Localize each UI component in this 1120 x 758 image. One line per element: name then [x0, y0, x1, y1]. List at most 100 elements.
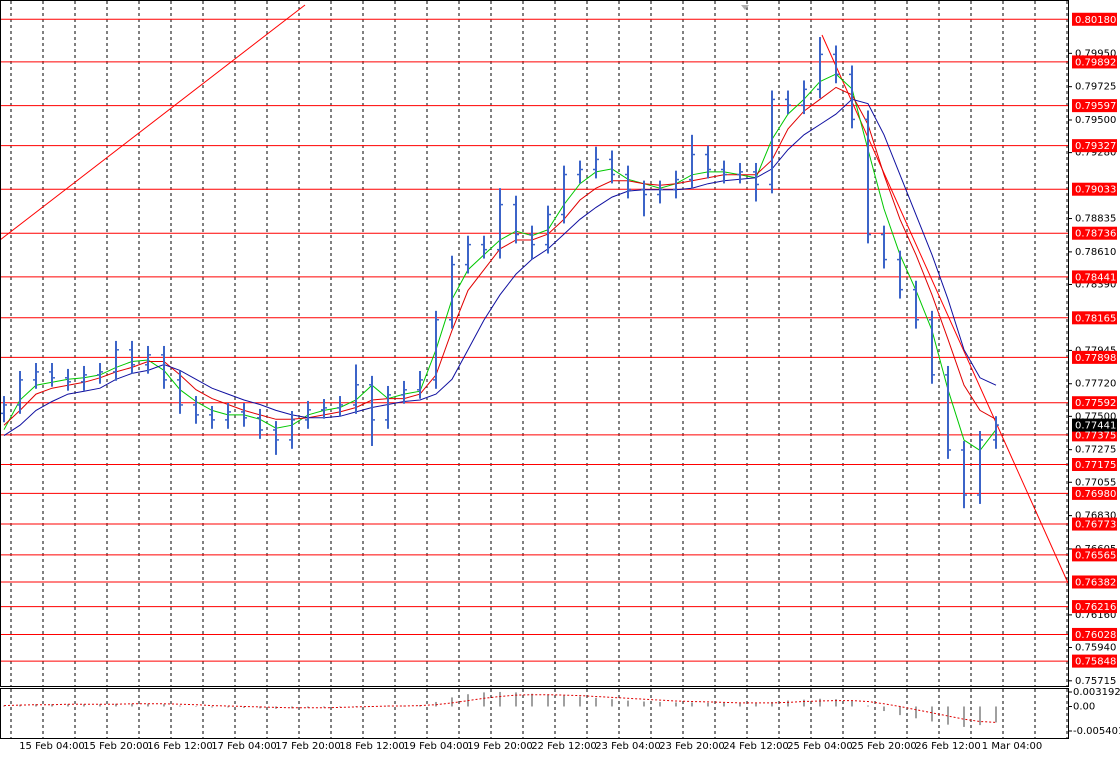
level-label: 0.76382	[1072, 575, 1117, 589]
x-tick-label: 24 Feb 12:00	[723, 741, 789, 752]
histogram-bar	[227, 706, 229, 708]
y-tick-label: 0.77055	[1075, 477, 1116, 488]
y-tick-label: 0.79280	[1075, 148, 1116, 159]
level-label-text: 0.77375	[1075, 430, 1116, 441]
histogram-bar	[819, 698, 821, 707]
y-tick-label: 0.79950	[1075, 48, 1116, 59]
histogram-bar	[979, 706, 981, 726]
level-label: 0.78441	[1072, 270, 1117, 284]
y-tick-label: 0.78835	[1075, 214, 1116, 225]
level-label-box	[1072, 270, 1117, 284]
level-label: 0.76773	[1072, 517, 1117, 531]
x-tick-label: 25 Feb 04:00	[787, 741, 853, 752]
x-tick-label: 18 Feb 12:00	[339, 741, 405, 752]
x-tick-label: 19 Feb 20:00	[467, 741, 533, 752]
level-label-box	[1072, 182, 1117, 196]
level-label-text: 0.77898	[1075, 353, 1116, 364]
histogram-bar	[627, 700, 629, 707]
histogram-bar	[579, 696, 581, 707]
x-tick-label: 15 Feb 04:00	[19, 741, 85, 752]
histogram-bar	[67, 704, 69, 707]
level-label-text: 0.76565	[1075, 550, 1116, 561]
level-label: 0.76216	[1072, 600, 1117, 614]
level-label: 0.80180	[1072, 12, 1117, 26]
level-label-box	[1072, 627, 1117, 641]
y-tick-label: 0.76830	[1075, 511, 1116, 522]
histogram-bar	[131, 703, 133, 707]
histogram-bar	[99, 704, 101, 707]
y-tick-label: 0.75940	[1075, 642, 1116, 653]
x-tick-label: 22 Feb 12:00	[531, 741, 597, 752]
level-label-box	[1072, 575, 1117, 589]
histogram-bar	[307, 706, 309, 708]
level-label-box	[1072, 600, 1117, 614]
level-label-box	[1072, 654, 1117, 668]
plot	[1, 18, 1068, 727]
histogram-bar	[611, 699, 613, 707]
histogram-bar	[531, 693, 533, 707]
level-label: 0.76028	[1072, 627, 1117, 641]
y-tick-label: 0.78390	[1075, 279, 1116, 290]
main-panel-border	[0, 0, 1069, 687]
level-label-box	[1072, 226, 1117, 240]
x-tick-label: 17 Feb 20:00	[275, 741, 341, 752]
trend-line	[0, 4, 306, 241]
histogram-bar	[163, 704, 165, 707]
level-label-text: 0.76028	[1075, 630, 1116, 641]
histogram-bar	[803, 699, 805, 707]
level-label-text: 0.78441	[1075, 272, 1116, 283]
y-tick-label: 0.78610	[1075, 247, 1116, 258]
level-label-text: 0.79892	[1075, 57, 1116, 68]
level-label-box	[1072, 457, 1117, 471]
histogram-bar	[915, 706, 917, 719]
histogram-bar	[723, 702, 725, 707]
histogram-bar	[451, 697, 453, 707]
histogram-bar	[51, 704, 53, 707]
level-label-text: 0.77175	[1075, 460, 1116, 471]
x-tick-label: 15 Feb 20:00	[83, 741, 149, 752]
histogram-bar	[947, 706, 949, 725]
level-label: 0.78736	[1072, 226, 1117, 240]
level-label-text: 0.76980	[1075, 489, 1116, 500]
histogram-bar	[323, 706, 325, 708]
level-label-text: 0.76382	[1075, 577, 1116, 588]
level-label-text: 0.77592	[1075, 398, 1116, 409]
histogram-bar	[659, 701, 661, 707]
histogram-bar	[835, 699, 837, 707]
x-tick-label: 23 Feb 04:00	[595, 741, 661, 752]
y-tick-label: 0.77275	[1075, 445, 1116, 456]
indicator-panel-border	[0, 688, 1069, 739]
level-label-box	[1072, 350, 1117, 364]
level-label-box	[1072, 55, 1117, 69]
histogram-bar	[755, 703, 757, 707]
histogram-bar	[771, 701, 773, 707]
level-label-text: 0.76216	[1075, 602, 1116, 613]
level-label-text: 0.78736	[1075, 229, 1116, 240]
y-tick-label: 0.79500	[1075, 115, 1116, 126]
level-label: 0.76565	[1072, 548, 1117, 562]
level-label-text: 0.79033	[1075, 185, 1116, 196]
histogram-bar	[115, 703, 117, 707]
histogram-bar	[3, 705, 5, 707]
shift-marker	[741, 5, 749, 10]
histogram-bar	[675, 702, 677, 707]
level-label: 0.75848	[1072, 654, 1117, 668]
level-label-box	[1072, 12, 1117, 26]
last-price-box	[1072, 418, 1117, 432]
last-price-text: 0.77441	[1075, 421, 1116, 432]
y-tick-label: 0.75715	[1075, 676, 1116, 687]
y-tick-label: 0.76160	[1075, 610, 1116, 621]
histogram-bar	[211, 706, 213, 708]
y-tick-label: 0.79725	[1075, 82, 1116, 93]
histogram-bar	[483, 692, 485, 707]
histogram-bar	[179, 705, 181, 707]
level-label-box	[1072, 396, 1117, 410]
histogram-bar	[499, 691, 501, 707]
level-label-text: 0.80180	[1075, 15, 1116, 26]
histogram-bar	[995, 706, 997, 723]
histogram-bar	[547, 694, 549, 707]
x-tick-label: 16 Feb 12:00	[147, 741, 213, 752]
last-price-label: 0.77441	[1072, 418, 1117, 432]
histogram-bar	[963, 706, 965, 727]
